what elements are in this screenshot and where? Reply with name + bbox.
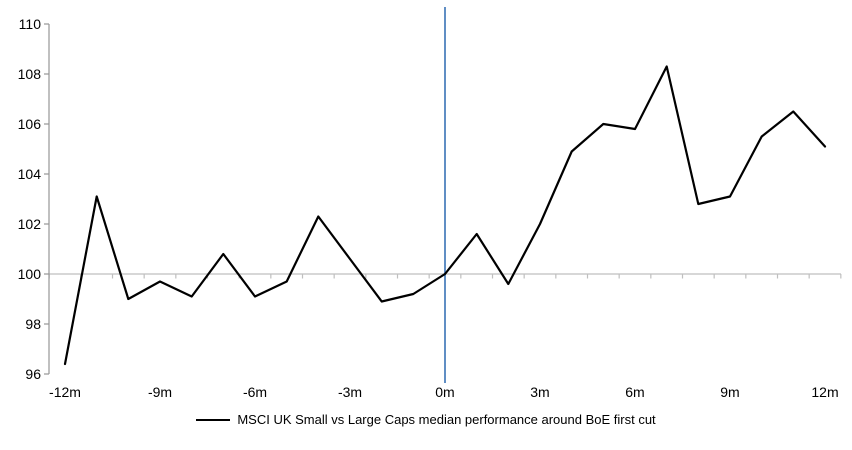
y-tick-label: 108 bbox=[18, 66, 42, 82]
x-tick-label: -3m bbox=[338, 384, 362, 400]
legend-line-swatch bbox=[196, 418, 231, 421]
x-tick-label: 6m bbox=[625, 384, 644, 400]
x-tick-label: 9m bbox=[720, 384, 739, 400]
y-tick-label: 104 bbox=[18, 166, 42, 182]
x-tick-label: 3m bbox=[530, 384, 549, 400]
y-tick-label: 100 bbox=[18, 266, 42, 282]
performance-line bbox=[63, 65, 827, 366]
axes-layer bbox=[44, 23, 50, 375]
y-tick-label: 96 bbox=[25, 366, 41, 382]
x-tick-label: 0m bbox=[435, 384, 454, 400]
y-tick-label: 110 bbox=[19, 16, 42, 32]
series-layer bbox=[63, 65, 827, 366]
x-tick-label: -9m bbox=[148, 384, 172, 400]
y-tick-label: 102 bbox=[18, 216, 42, 232]
y-tick-label: 106 bbox=[18, 116, 42, 132]
y-tick-label: 98 bbox=[25, 316, 41, 332]
legend: MSCI UK Small vs Large Caps median perfo… bbox=[0, 412, 852, 427]
x-tick-label: 12m bbox=[811, 384, 838, 400]
legend-label: MSCI UK Small vs Large Caps median perfo… bbox=[237, 412, 656, 427]
tick-labels-layer: 96 98 100 102 104 106 108 110 -12m -9m -6m -3m 0m 3m 6… bbox=[18, 16, 839, 400]
x-tick-label: -6m bbox=[243, 384, 267, 400]
x-tick-label: -12m bbox=[49, 384, 81, 400]
